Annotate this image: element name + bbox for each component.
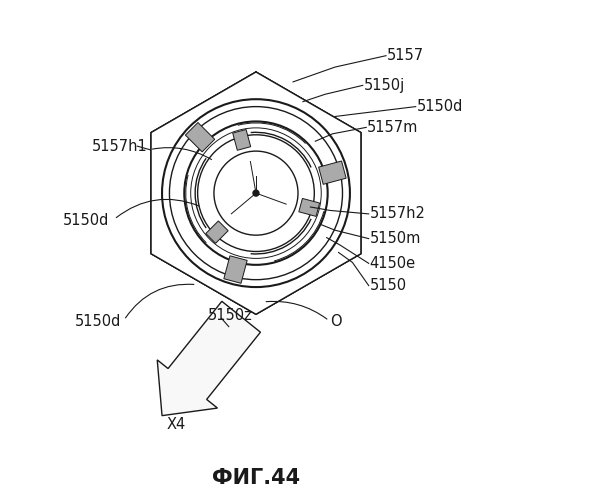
Circle shape xyxy=(253,190,259,196)
Polygon shape xyxy=(157,302,260,416)
Polygon shape xyxy=(151,72,361,314)
Text: 5150j: 5150j xyxy=(364,78,405,93)
Text: ФИГ.44: ФИГ.44 xyxy=(212,468,300,488)
Text: 5157m: 5157m xyxy=(367,120,418,135)
Text: X4: X4 xyxy=(166,416,185,432)
Text: 5157h2: 5157h2 xyxy=(370,206,426,222)
Text: 5150d: 5150d xyxy=(417,99,463,114)
Text: 4150e: 4150e xyxy=(370,256,416,271)
Text: O: O xyxy=(330,314,342,329)
Polygon shape xyxy=(151,72,361,314)
Polygon shape xyxy=(319,161,346,184)
Circle shape xyxy=(162,99,350,287)
Polygon shape xyxy=(185,122,215,152)
Text: 5150d: 5150d xyxy=(74,314,121,329)
Text: 5150d: 5150d xyxy=(63,213,110,228)
Polygon shape xyxy=(151,72,361,314)
Text: 5150: 5150 xyxy=(370,278,407,293)
Circle shape xyxy=(214,151,298,235)
Text: 5150z: 5150z xyxy=(208,308,253,323)
Polygon shape xyxy=(299,198,319,216)
Polygon shape xyxy=(224,256,247,283)
Polygon shape xyxy=(232,130,251,150)
Text: 5157: 5157 xyxy=(387,48,424,63)
Polygon shape xyxy=(206,221,228,244)
Text: 5150m: 5150m xyxy=(370,231,421,246)
Text: 5157h1: 5157h1 xyxy=(91,138,147,154)
